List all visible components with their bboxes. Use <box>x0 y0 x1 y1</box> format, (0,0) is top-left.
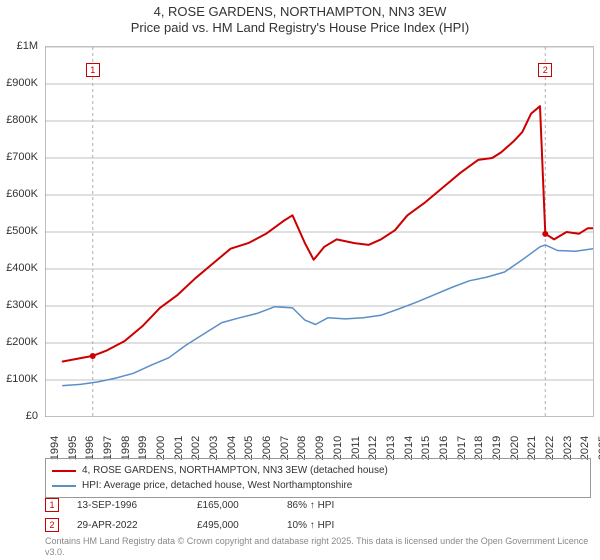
y-tick-label: £500K <box>6 225 38 237</box>
sale-price: £495,000 <box>197 520 287 531</box>
y-tick-label: £300K <box>6 299 38 311</box>
attribution-text: Contains HM Land Registry data © Crown c… <box>45 536 591 558</box>
sale-delta: 86% ↑ HPI <box>287 500 387 511</box>
y-tick-label: £200K <box>6 336 38 348</box>
sale-date: 29-APR-2022 <box>77 520 197 531</box>
x-tick-label: 1999 <box>137 436 149 460</box>
x-tick-label: 2015 <box>420 436 432 460</box>
x-tick-label: 2002 <box>190 436 202 460</box>
x-tick-label: 2011 <box>350 436 362 460</box>
x-tick-label: 1996 <box>84 436 96 460</box>
x-tick-label: 2008 <box>296 436 308 460</box>
plot-area: 12 <box>45 46 594 417</box>
title-line-2: Price paid vs. HM Land Registry's House … <box>0 20 600 36</box>
x-axis: 1994 1995 1996 1997 1998 1999 2000 2001 2002 2003… <box>45 418 593 458</box>
legend-label: 4, ROSE GARDENS, NORTHAMPTON, NN3 3EW (d… <box>82 465 388 476</box>
x-tick-label: 1995 <box>67 436 79 460</box>
legend-label: HPI: Average price, detached house, West… <box>82 480 352 491</box>
x-tick-label: 2021 <box>526 436 538 460</box>
x-tick-label: 2000 <box>155 436 167 460</box>
x-tick-label: 2016 <box>438 436 450 460</box>
chart-title: 4, ROSE GARDENS, NORTHAMPTON, NN3 3EW Pr… <box>0 4 600 36</box>
x-tick-label: 2007 <box>279 436 291 460</box>
x-tick-label: 2012 <box>367 436 379 460</box>
y-tick-label: £1M <box>17 40 38 52</box>
chart-marker-icon: 1 <box>86 63 100 77</box>
y-tick-label: £0 <box>26 410 38 422</box>
plot-svg <box>45 47 593 417</box>
x-tick-label: 2009 <box>314 436 326 460</box>
x-tick-label: 2006 <box>261 436 273 460</box>
x-tick-label: 2018 <box>473 436 485 460</box>
table-row: 1 13-SEP-1996 £165,000 86% ↑ HPI <box>45 496 591 514</box>
y-tick-label: £700K <box>6 151 38 163</box>
x-tick-label: 2022 <box>544 436 556 460</box>
sale-marker-icon: 2 <box>45 518 59 532</box>
legend-item: 4, ROSE GARDENS, NORTHAMPTON, NN3 3EW (d… <box>52 463 584 478</box>
x-tick-label: 2003 <box>208 436 220 460</box>
x-tick-label: 2013 <box>385 436 397 460</box>
x-tick-label: 1998 <box>120 436 132 460</box>
legend-swatch <box>52 470 76 472</box>
sales-table: 1 13-SEP-1996 £165,000 86% ↑ HPI 2 29-AP… <box>45 496 591 536</box>
sale-marker-icon: 1 <box>45 498 59 512</box>
y-tick-label: £600K <box>6 188 38 200</box>
x-tick-label: 2019 <box>491 436 503 460</box>
x-tick-label: 2005 <box>243 436 255 460</box>
chart-marker-icon: 2 <box>538 63 552 77</box>
x-tick-label: 2014 <box>403 436 415 460</box>
y-tick-label: £800K <box>6 114 38 126</box>
x-tick-label: 1997 <box>102 436 114 460</box>
chart-container: 4, ROSE GARDENS, NORTHAMPTON, NN3 3EW Pr… <box>0 0 600 560</box>
sale-price: £165,000 <box>197 500 287 511</box>
x-tick-label: 2004 <box>226 436 238 460</box>
x-tick-label: 2001 <box>173 436 185 460</box>
x-tick-label: 1994 <box>49 436 61 460</box>
table-row: 2 29-APR-2022 £495,000 10% ↑ HPI <box>45 516 591 534</box>
sale-date: 13-SEP-1996 <box>77 500 197 511</box>
x-tick-label: 2023 <box>562 436 574 460</box>
legend: 4, ROSE GARDENS, NORTHAMPTON, NN3 3EW (d… <box>45 458 591 498</box>
legend-swatch <box>52 485 76 487</box>
x-tick-label: 2024 <box>579 436 591 460</box>
legend-item: HPI: Average price, detached house, West… <box>52 478 584 493</box>
y-tick-label: £100K <box>6 373 38 385</box>
x-tick-label: 2010 <box>332 436 344 460</box>
x-tick-label: 2017 <box>456 436 468 460</box>
y-tick-label: £400K <box>6 262 38 274</box>
x-tick-label: 2020 <box>509 436 521 460</box>
title-line-1: 4, ROSE GARDENS, NORTHAMPTON, NN3 3EW <box>0 4 600 20</box>
y-axis: £0£100K£200K£300K£400K£500K£600K£700K£80… <box>0 46 42 416</box>
y-tick-label: £900K <box>6 77 38 89</box>
sale-delta: 10% ↑ HPI <box>287 520 387 531</box>
